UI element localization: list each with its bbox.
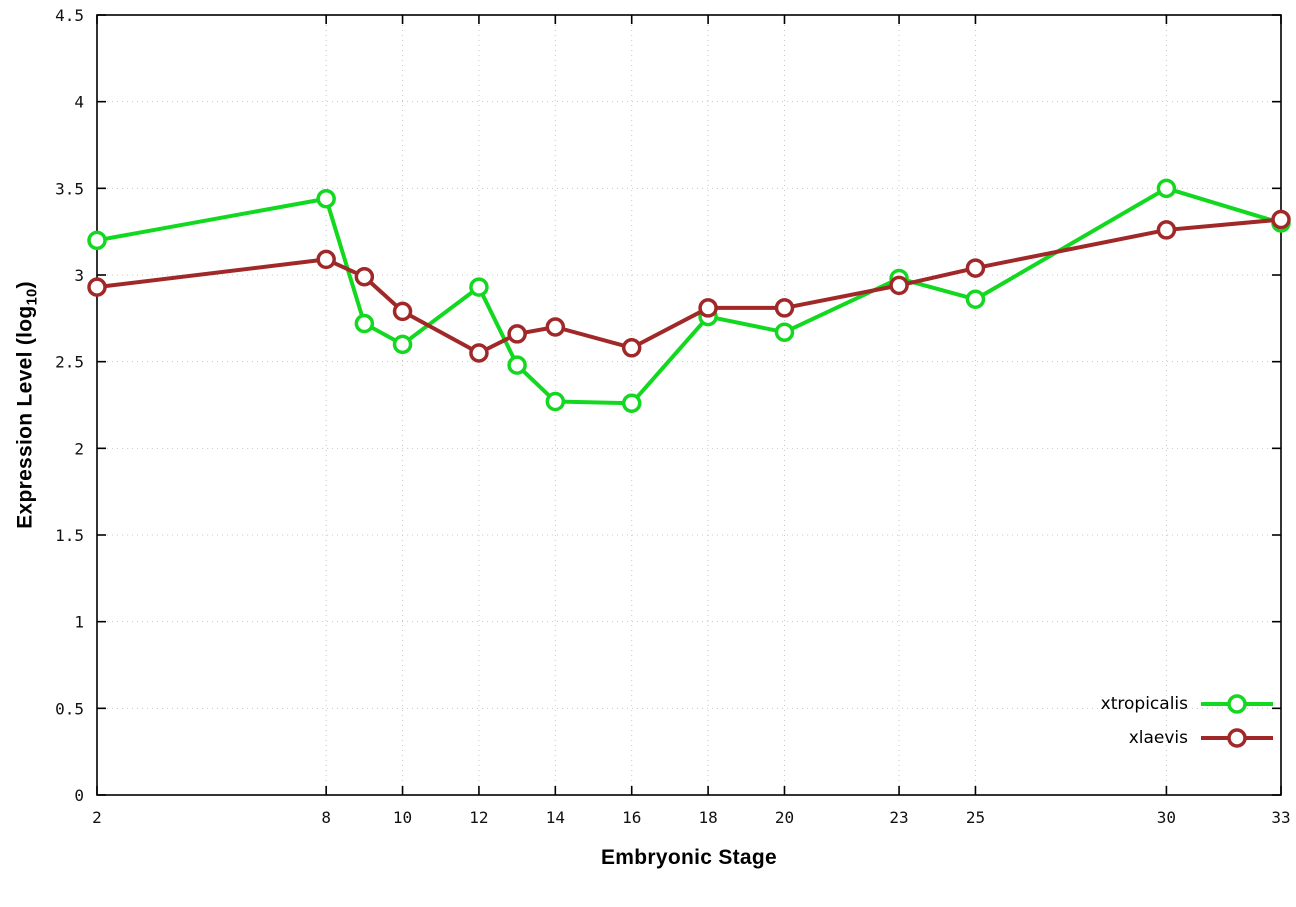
y-axis-title-text: Expression Level (log	[13, 305, 37, 529]
svg-text:1.5: 1.5	[55, 526, 84, 545]
svg-text:12: 12	[469, 808, 488, 827]
svg-text:14: 14	[546, 808, 565, 827]
legend-item-xlaevis: xlaevis	[1101, 721, 1276, 755]
svg-text:2: 2	[74, 439, 84, 458]
legend-item-xtropicalis: xtropicalis	[1101, 687, 1276, 721]
svg-text:18: 18	[698, 808, 717, 827]
legend-sample-xtropicalis	[1198, 691, 1276, 717]
y-axis-title-suffix: )	[13, 281, 37, 289]
svg-text:2.5: 2.5	[55, 353, 84, 372]
svg-text:4: 4	[74, 93, 84, 112]
svg-text:0.5: 0.5	[55, 699, 84, 718]
svg-text:23: 23	[889, 808, 908, 827]
svg-text:0: 0	[74, 786, 84, 805]
svg-text:3: 3	[74, 266, 84, 285]
svg-text:2: 2	[92, 808, 102, 827]
svg-text:25: 25	[966, 808, 985, 827]
y-axis-title: Expression Level (log10)	[13, 281, 40, 529]
svg-text:3.5: 3.5	[55, 179, 84, 198]
svg-text:33: 33	[1271, 808, 1290, 827]
legend: xtropicalis xlaevis	[1101, 687, 1276, 755]
legend-label-xtropicalis: xtropicalis	[1100, 694, 1188, 714]
svg-text:1: 1	[74, 613, 84, 632]
svg-text:8: 8	[321, 808, 331, 827]
x-axis-title: Embryonic Stage	[600, 846, 778, 869]
svg-text:16: 16	[622, 808, 641, 827]
y-axis-title-subscript: 10	[24, 288, 41, 306]
svg-text:10: 10	[393, 808, 412, 827]
svg-text:20: 20	[775, 808, 794, 827]
svg-text:30: 30	[1157, 808, 1176, 827]
legend-sample-xlaevis	[1198, 725, 1276, 751]
svg-text:4.5: 4.5	[55, 6, 84, 25]
legend-label-xlaevis: xlaevis	[1128, 728, 1188, 748]
